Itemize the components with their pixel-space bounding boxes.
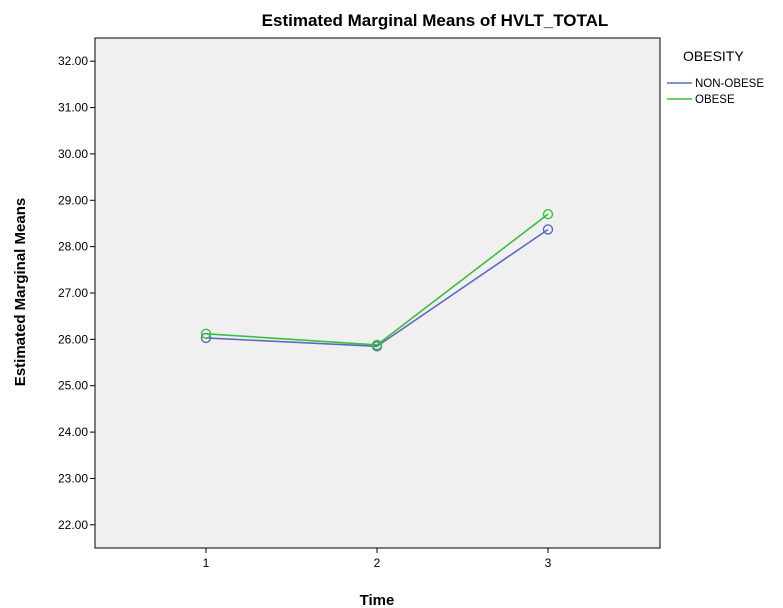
x-axis: 1 2 3 xyxy=(203,548,552,570)
y-tick-label: 31.00 xyxy=(58,101,88,115)
data-point-obese xyxy=(200,328,212,339)
chart-title: Estimated Marginal Means of HVLT_TOTAL xyxy=(262,11,609,30)
y-axis: 22.00 23.00 24.00 25.00 26.00 27.00 28.00 29.00… xyxy=(58,54,95,532)
series-line-non-obese xyxy=(205,228,549,348)
data-point-non-obese xyxy=(542,224,554,235)
y-tick-label: 24.00 xyxy=(58,425,88,439)
x-tick-label: 1 xyxy=(203,556,210,570)
series-line-obese xyxy=(205,213,549,346)
legend-item-label: OBESE xyxy=(695,94,735,106)
legend-items: NON-OBESE OBESE xyxy=(667,78,764,106)
series-layer xyxy=(200,208,554,352)
y-tick-label: 26.00 xyxy=(58,332,88,346)
x-tick-label: 3 xyxy=(545,556,552,570)
y-axis-label: Estimated Marginal Means xyxy=(12,198,29,386)
y-tick-label: 25.00 xyxy=(58,379,88,393)
y-tick-label: 28.00 xyxy=(58,240,88,254)
y-tick-label: 22.00 xyxy=(58,518,88,532)
y-tick-label: 27.00 xyxy=(58,286,88,300)
y-tick-label: 29.00 xyxy=(58,193,88,207)
x-tick-label: 2 xyxy=(374,556,381,570)
y-tick-label: 30.00 xyxy=(58,147,88,161)
y-tick-label: 23.00 xyxy=(58,471,88,485)
legend: OBESITY NON-OBESE OBESE xyxy=(667,48,764,106)
legend-item-label: NON-OBESE xyxy=(695,78,764,90)
data-point-non-obese xyxy=(200,332,212,344)
data-point-obese xyxy=(371,339,383,351)
plot-area xyxy=(94,37,661,549)
x-axis-label: Time xyxy=(360,592,395,608)
y-tick-label: 32.00 xyxy=(58,54,88,68)
data-point-obese xyxy=(542,208,554,220)
legend-title: OBESITY xyxy=(683,48,744,64)
